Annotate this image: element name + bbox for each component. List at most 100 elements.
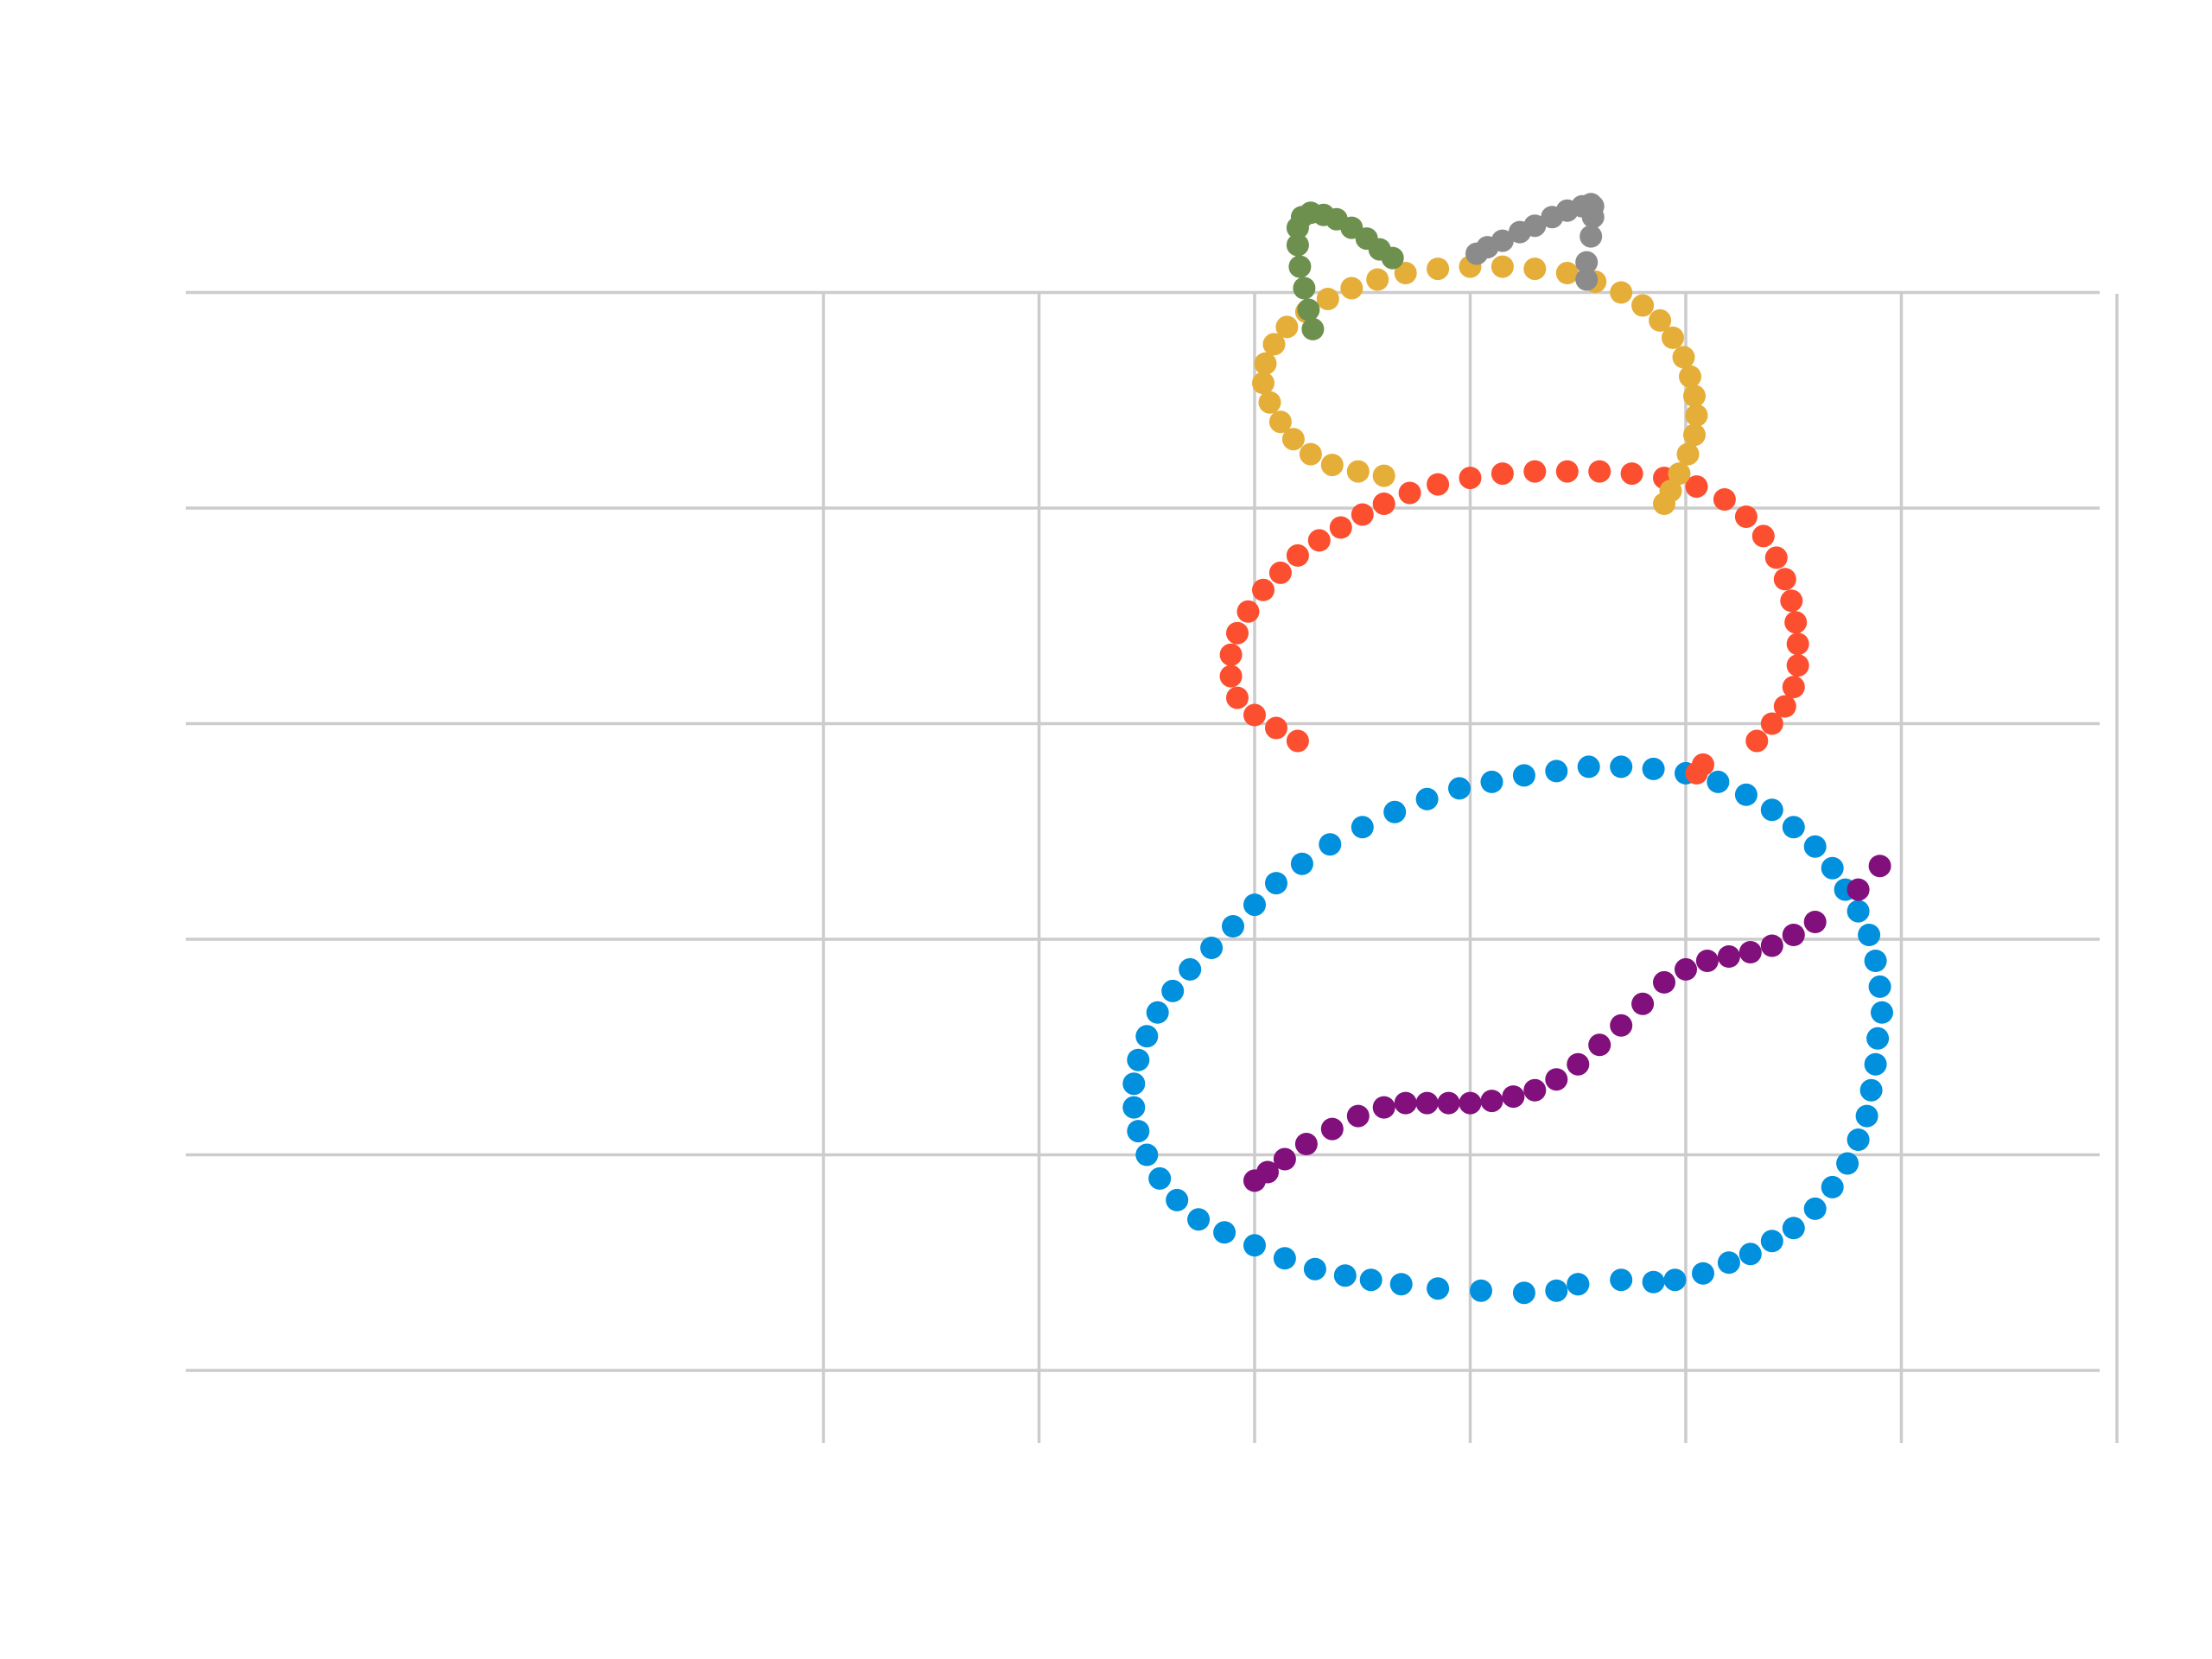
point-s0-24 (1803, 835, 1827, 858)
point-s0-49 (1135, 1025, 1159, 1048)
point-s2-26 (1672, 346, 1695, 369)
point-s0-5 (1717, 1251, 1740, 1274)
point-s3-3 (1288, 255, 1312, 278)
point-s0-59 (1243, 1234, 1266, 1257)
point-s2-15 (1394, 262, 1417, 284)
point-s2-20 (1555, 262, 1579, 284)
point-s2-1 (1346, 460, 1370, 483)
point-s1-12 (1329, 516, 1352, 539)
point-s1-11 (1307, 529, 1331, 552)
point-s0-68 (1545, 1279, 1568, 1302)
point-s2-22 (1610, 281, 1633, 304)
point-s0-56 (1166, 1188, 1189, 1211)
point-s2-16 (1427, 257, 1450, 281)
point-s0-23 (1821, 856, 1844, 880)
point-s1-37 (1745, 729, 1769, 753)
point-s0-2 (1642, 1270, 1665, 1294)
point-s1-35 (1773, 695, 1796, 718)
point-s1-3 (1226, 686, 1249, 709)
point-s0-47 (1161, 979, 1185, 1002)
point-s5-27 (1847, 878, 1870, 901)
series-1 (1219, 460, 1809, 785)
point-s1-0 (1286, 729, 1309, 753)
point-s2-10 (1275, 315, 1299, 339)
point-s1-31 (1784, 611, 1808, 634)
point-s2-30 (1683, 423, 1706, 447)
point-s5-4 (1320, 1117, 1344, 1141)
point-s5-16 (1588, 1033, 1611, 1057)
point-s2-32 (1668, 462, 1691, 486)
point-s1-30 (1780, 589, 1803, 613)
point-s2-6 (1258, 391, 1281, 414)
point-s1-36 (1760, 712, 1783, 735)
point-s0-16 (1866, 1027, 1890, 1050)
point-s4-4 (1523, 214, 1547, 238)
point-s0-61 (1303, 1257, 1326, 1281)
point-s2-0 (1372, 464, 1395, 487)
point-s5-20 (1675, 957, 1697, 981)
point-s4-13 (1575, 268, 1599, 291)
point-s0-1 (1610, 1268, 1633, 1292)
point-s4-11 (1580, 225, 1603, 248)
point-s5-13 (1523, 1078, 1547, 1102)
point-s1-27 (1751, 524, 1775, 548)
point-s2-9 (1262, 333, 1286, 356)
point-s2-29 (1685, 404, 1708, 427)
point-s2-13 (1340, 276, 1363, 300)
point-s0-40 (1319, 833, 1342, 856)
point-s1-22 (1620, 462, 1643, 486)
point-s2-24 (1649, 308, 1672, 332)
point-s0-20 (1858, 924, 1881, 946)
point-s5-18 (1631, 992, 1655, 1015)
point-s0-45 (1200, 937, 1224, 959)
point-s1-29 (1773, 568, 1796, 591)
point-s0-36 (1448, 777, 1471, 800)
point-s0-58 (1213, 1221, 1236, 1244)
point-s5-21 (1695, 950, 1719, 972)
point-s0-7 (1760, 1230, 1783, 1253)
point-s0-41 (1290, 852, 1313, 875)
point-s2-8 (1254, 352, 1277, 375)
point-s5-9 (1437, 1091, 1460, 1115)
point-s5-12 (1502, 1085, 1525, 1109)
point-s3-13 (1381, 246, 1404, 270)
point-s2-25 (1662, 326, 1684, 349)
point-s0-14 (1859, 1078, 1883, 1102)
point-s0-8 (1782, 1217, 1805, 1240)
point-s0-55 (1148, 1166, 1172, 1190)
point-s1-14 (1372, 493, 1395, 515)
point-s0-60 (1273, 1247, 1296, 1270)
point-s5-5 (1346, 1104, 1370, 1128)
point-s5-26 (1803, 911, 1827, 933)
point-s0-33 (1545, 760, 1568, 783)
point-s1-9 (1268, 561, 1292, 584)
point-s0-44 (1222, 915, 1244, 938)
point-s1-10 (1286, 543, 1309, 567)
point-s5-24 (1760, 934, 1783, 957)
point-s0-26 (1760, 798, 1783, 822)
point-s5-25 (1782, 924, 1805, 946)
point-s2-28 (1683, 385, 1706, 408)
point-s4-10 (1581, 206, 1605, 229)
point-s1-2 (1243, 703, 1266, 727)
point-s0-52 (1122, 1096, 1146, 1119)
point-s0-57 (1187, 1208, 1211, 1231)
point-s5-19 (1653, 970, 1675, 994)
point-s5-1 (1256, 1160, 1279, 1184)
point-s5-28 (1868, 855, 1891, 878)
point-s0-32 (1577, 755, 1600, 779)
point-s2-3 (1299, 442, 1322, 466)
point-s0-67 (1512, 1281, 1535, 1305)
point-s5-22 (1717, 945, 1740, 968)
point-s0-38 (1383, 800, 1407, 823)
point-s0-27 (1734, 783, 1758, 806)
point-s1-7 (1236, 600, 1260, 623)
point-s5-17 (1610, 1014, 1633, 1037)
point-s0-46 (1179, 957, 1202, 981)
point-s0-17 (1871, 1001, 1893, 1024)
point-s1-32 (1786, 632, 1809, 656)
point-s1-25 (1713, 488, 1736, 511)
point-s5-2 (1273, 1147, 1296, 1171)
point-s0-43 (1243, 893, 1266, 917)
point-s5-14 (1545, 1068, 1568, 1091)
